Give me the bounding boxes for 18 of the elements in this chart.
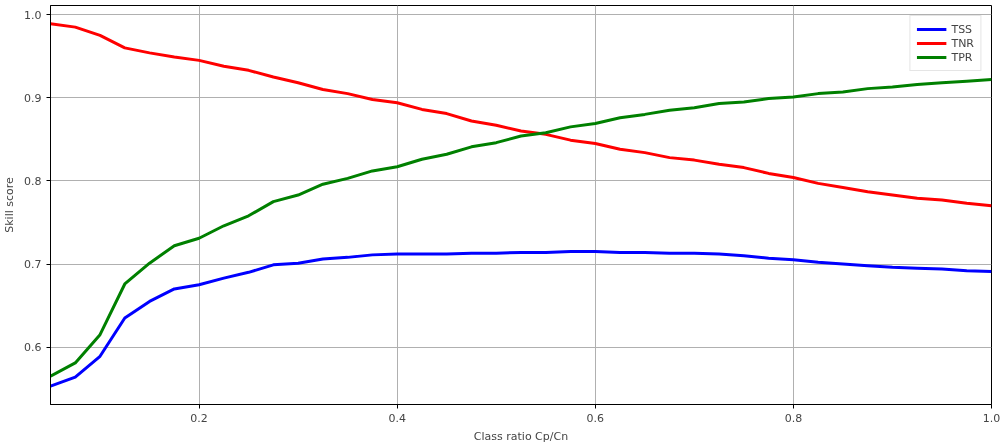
x-tick-label: 0.6	[586, 411, 605, 425]
y-tick-label: 0.6	[24, 341, 42, 355]
line-series	[50, 250, 992, 388]
y-tick-label: 0.8	[24, 174, 42, 188]
legend-label: TSS	[951, 22, 973, 36]
x-tick-label: 1.0	[982, 411, 1001, 425]
y-axis-title: Skill score	[3, 176, 17, 233]
line-series	[50, 77, 992, 378]
legend-label: TNR	[951, 36, 974, 50]
x-tick-label: 0.4	[388, 411, 406, 425]
y-tick-label: 0.7	[24, 258, 42, 272]
x-axis-title: Class ratio Cp/Cn	[473, 429, 569, 443]
y-tick-label: 0.9	[24, 91, 42, 105]
line-series	[50, 22, 992, 208]
y-tick-label: 1.0	[24, 8, 42, 22]
x-tick-label: 0.8	[784, 411, 803, 425]
x-tick-label: 0.2	[190, 411, 208, 425]
legend-label: TPR	[951, 50, 973, 64]
